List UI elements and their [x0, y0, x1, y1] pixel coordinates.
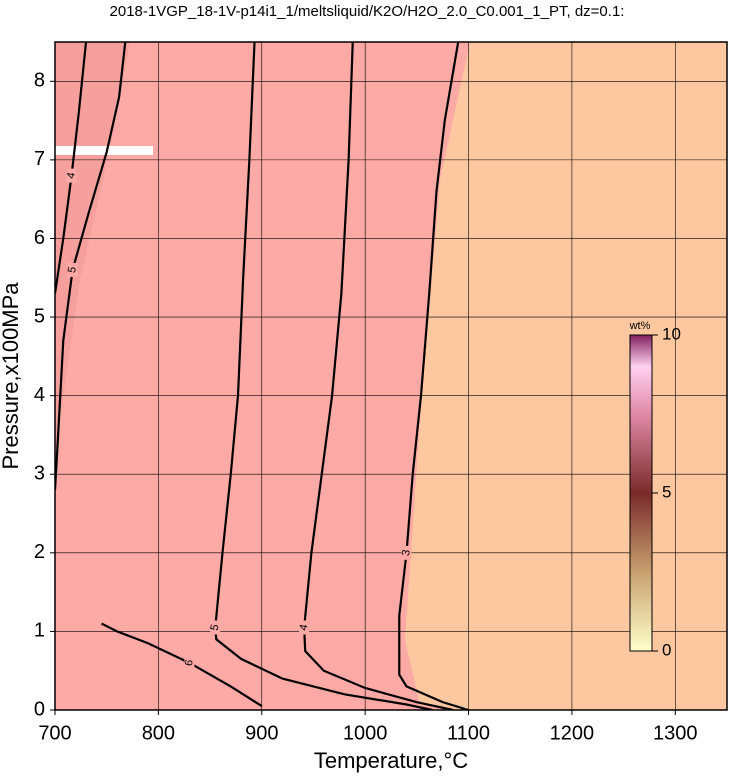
x-tick-label: 900 [245, 722, 278, 744]
y-tick-label: 4 [34, 384, 45, 406]
y-tick-label: 6 [34, 227, 45, 249]
x-tick-label: 700 [38, 722, 71, 744]
field [55, 42, 727, 710]
chart-title: 2018-1VGP_18-1V-p14i1_1/meltsliquid/K2O/… [110, 3, 625, 20]
contour-line [55, 42, 127, 491]
colorbar-label: wt% [629, 320, 651, 332]
contours: 5 4 3 5 4 6 [55, 42, 469, 710]
contour-label-bg [67, 262, 78, 277]
contour-label: 3 [400, 549, 413, 557]
contour-line [101, 622, 263, 708]
contour-label-bg [66, 168, 77, 183]
contour-label: 5 [209, 623, 222, 631]
y-tick-label: 5 [34, 305, 45, 327]
contour-label: 5 [66, 266, 79, 274]
x-tick-label: 1000 [343, 722, 388, 744]
contour-label: 4 [65, 172, 78, 180]
colorbar-tick-label: 0 [662, 640, 671, 659]
colorbar-tick-label: 10 [662, 324, 681, 343]
colorbar-tick-label: 5 [662, 482, 671, 501]
y-tick-label: 7 [34, 148, 45, 170]
colorbar [629, 334, 653, 652]
contour-line [303, 42, 454, 710]
contour-line [398, 42, 469, 710]
y-tick-label: 3 [34, 463, 45, 485]
contour-label-bg [210, 620, 221, 635]
y-axis-label: Pressure,x100MPa [0, 282, 23, 470]
x-axis-label: Temperature,°C [314, 748, 468, 773]
x-tick-label: 800 [142, 722, 175, 744]
x-tick-label: 1100 [447, 722, 490, 744]
plot-frame [54, 41, 728, 711]
contour-label-bg [401, 545, 412, 560]
y-tick-label: 0 [34, 698, 45, 720]
x-tick-label: 1300 [653, 722, 698, 744]
y-tick-label: 8 [34, 70, 45, 92]
contour-label-bg [184, 655, 195, 670]
y-tick-label: 1 [34, 620, 45, 642]
contour-label: 6 [183, 659, 196, 667]
contour-label: 4 [298, 623, 311, 631]
x-tick-label: 1200 [550, 722, 595, 744]
y-tick-label: 2 [34, 541, 45, 563]
contour-label-bg [299, 620, 310, 635]
